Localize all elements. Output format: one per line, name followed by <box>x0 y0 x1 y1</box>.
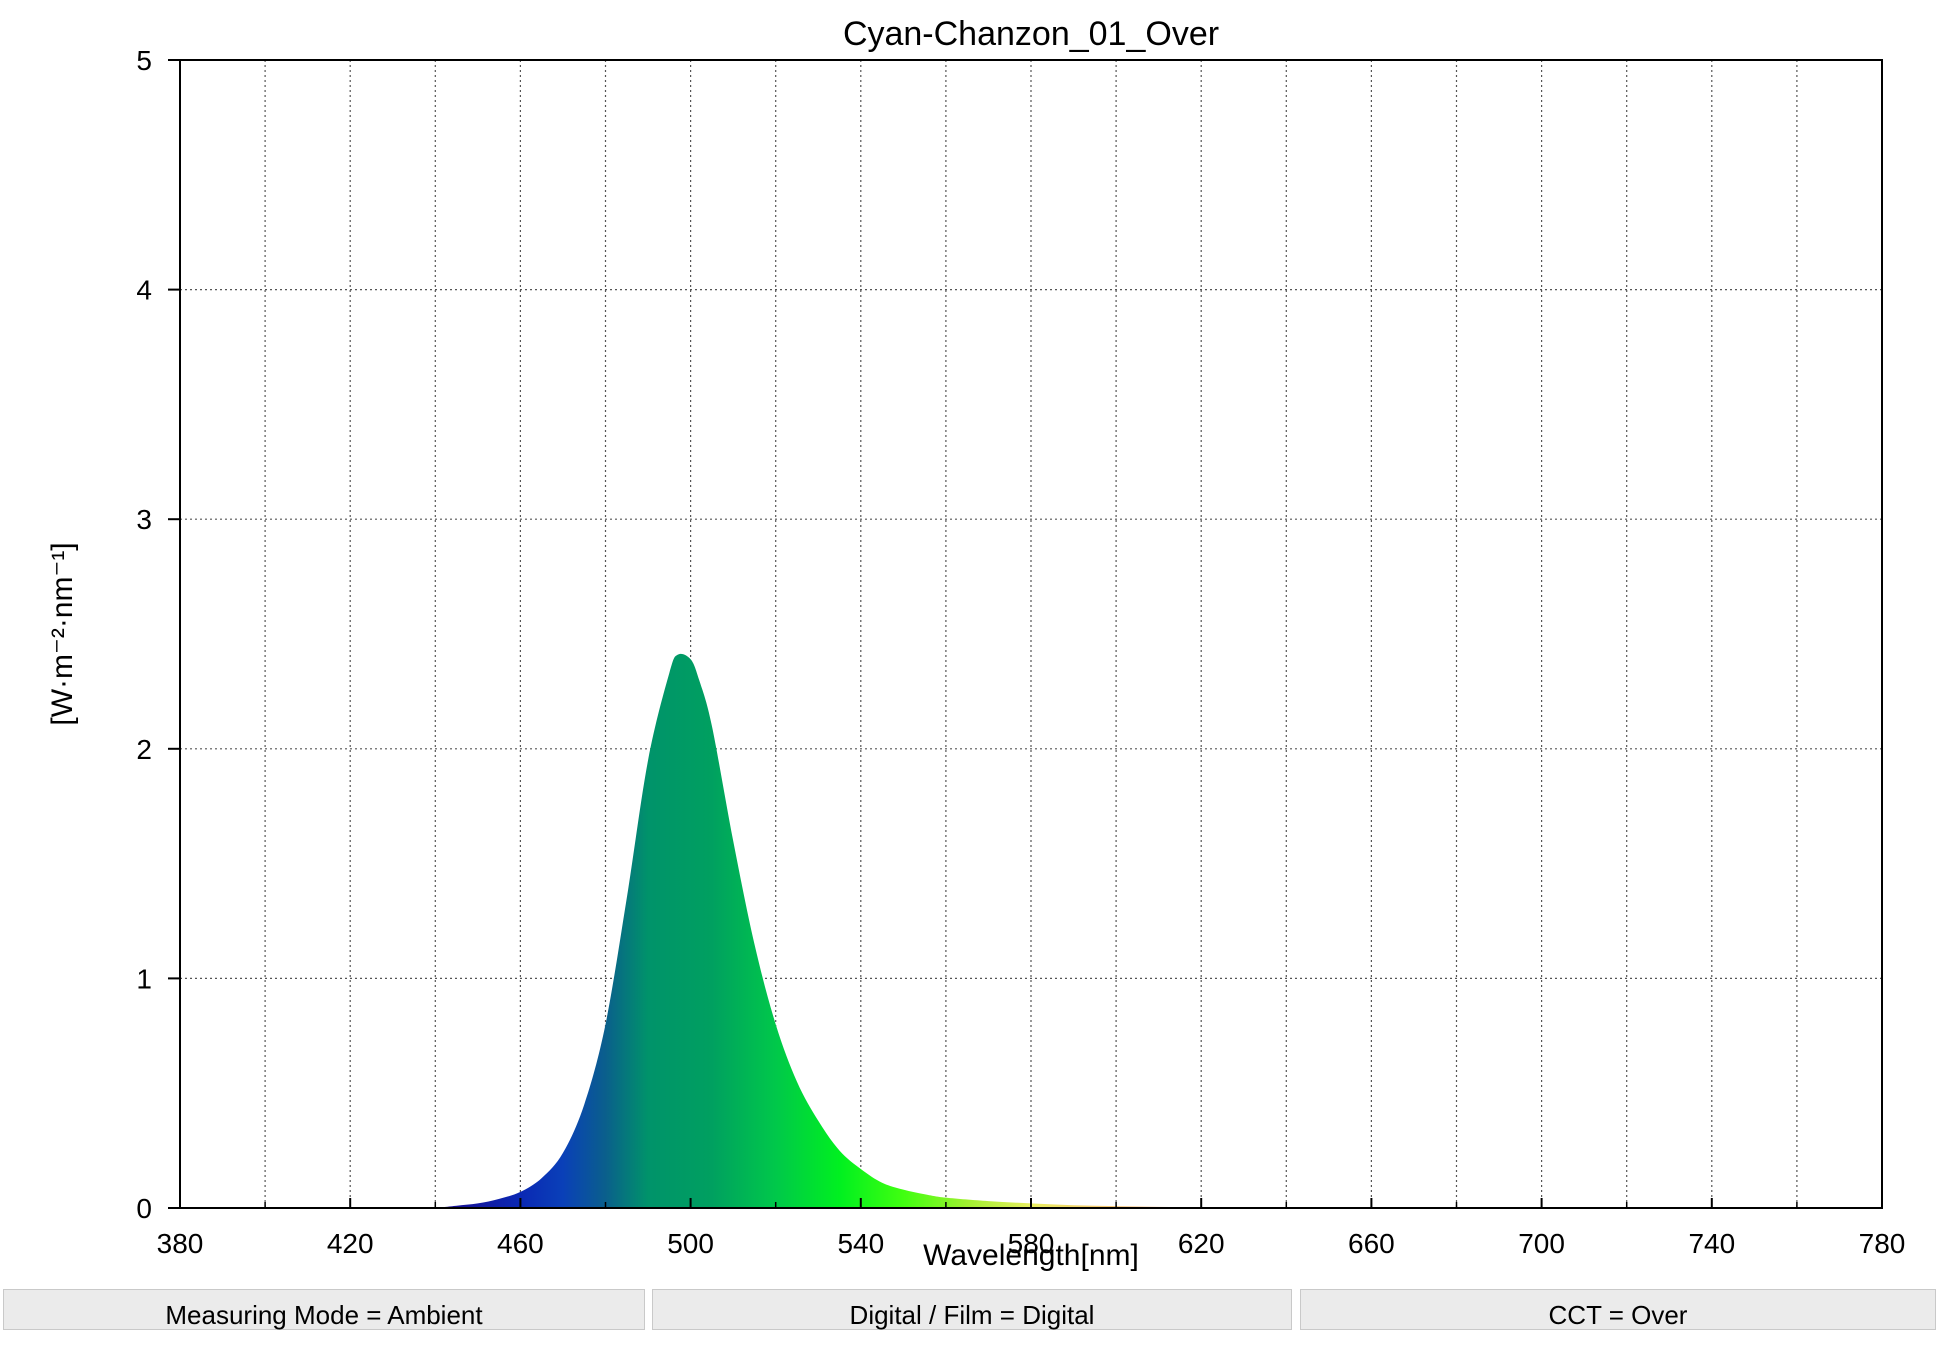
spectrum-chart: Cyan-Chanzon_01_Over 380 420 460 500 540 580 6… <box>46 15 1906 1272</box>
x-tick-label: 500 <box>667 1228 714 1259</box>
x-tick-label: 460 <box>497 1228 544 1259</box>
grid-lines <box>180 60 1882 1208</box>
measuring-mode-status: Measuring Mode = Ambient <box>3 1289 645 1330</box>
status-bar: Measuring Mode = Ambient Digital / Film … <box>0 1286 1940 1366</box>
x-tick-label: 380 <box>157 1228 204 1259</box>
x-tick-label: 540 <box>837 1228 884 1259</box>
y-tick-label: 4 <box>136 275 152 306</box>
x-tick-label: 700 <box>1518 1228 1565 1259</box>
axis-ticks <box>168 59 1883 1209</box>
y-tick-label: 1 <box>136 963 152 994</box>
y-tick-label: 0 <box>136 1193 152 1224</box>
x-tick-label: 620 <box>1178 1228 1225 1259</box>
x-tick-label: 740 <box>1688 1228 1735 1259</box>
y-tick-label: 2 <box>136 734 152 765</box>
x-tick-labels: 380 420 460 500 540 580 620 660 700 740 780 <box>157 1228 1906 1259</box>
y-axis-label: [W·m⁻²·nm⁻¹] <box>46 542 79 725</box>
chart-title: Cyan-Chanzon_01_Over <box>843 15 1219 53</box>
x-tick-label: 580 <box>1008 1228 1055 1259</box>
x-tick-label: 420 <box>327 1228 374 1259</box>
y-tick-label: 5 <box>136 45 152 76</box>
x-axis-label: Wavelength[nm] <box>923 1239 1139 1272</box>
y-tick-label: 3 <box>136 504 152 535</box>
x-tick-label: 780 <box>1859 1228 1906 1259</box>
x-tick-label: 660 <box>1348 1228 1395 1259</box>
digital-film-status: Digital / Film = Digital <box>652 1289 1292 1330</box>
y-tick-labels: 0 1 2 3 4 5 <box>136 45 152 1224</box>
cct-status: CCT = Over <box>1300 1289 1936 1330</box>
spectrum-area <box>435 653 1244 1208</box>
